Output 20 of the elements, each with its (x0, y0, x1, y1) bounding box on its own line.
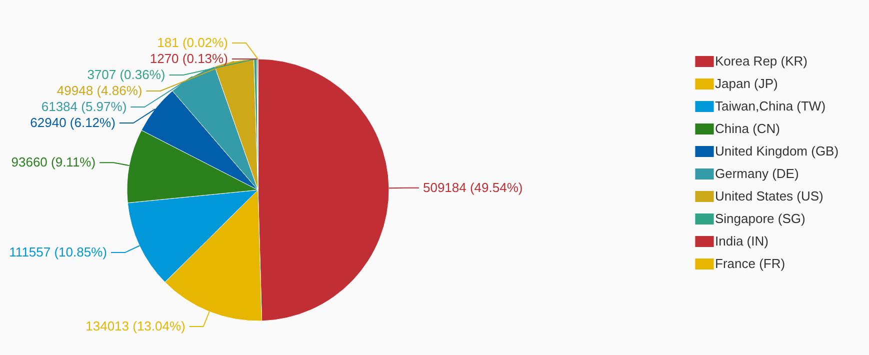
data-label: 134013 (13.04%) (86, 318, 186, 334)
legend-label: Taiwan,China (TW) (715, 98, 826, 114)
legend-label: United States (US) (715, 188, 824, 204)
data-label: 61384 (5.97%) (41, 99, 127, 114)
legend-label: Singapore (SG) (715, 211, 806, 226)
data-label: 509184 (49.54%) (422, 180, 523, 195)
data-label: 3707 (0.36%) (87, 67, 166, 82)
data-label: 181 (0.02%) (157, 35, 228, 50)
legend-label: United Kingdom (GB) (715, 144, 839, 158)
data-label: 93660 (9.11%) (11, 154, 96, 170)
data-label: 49948 (4.86%) (56, 83, 142, 98)
data-label: 111557 (10.85%) (9, 244, 107, 260)
legend-label: Japan (JP) (715, 76, 778, 91)
legend-label: China (CN) (715, 121, 780, 136)
legend-label: Germany (DE) (715, 166, 799, 181)
data-label: 1270 (0.13%) (150, 51, 228, 66)
legend-label: India (IN) (715, 234, 768, 248)
legend-label: France (FR) (715, 256, 786, 271)
legend-label: Korea Rep (KR) (715, 54, 808, 68)
data-label: 62940 (6.12%) (30, 115, 116, 130)
